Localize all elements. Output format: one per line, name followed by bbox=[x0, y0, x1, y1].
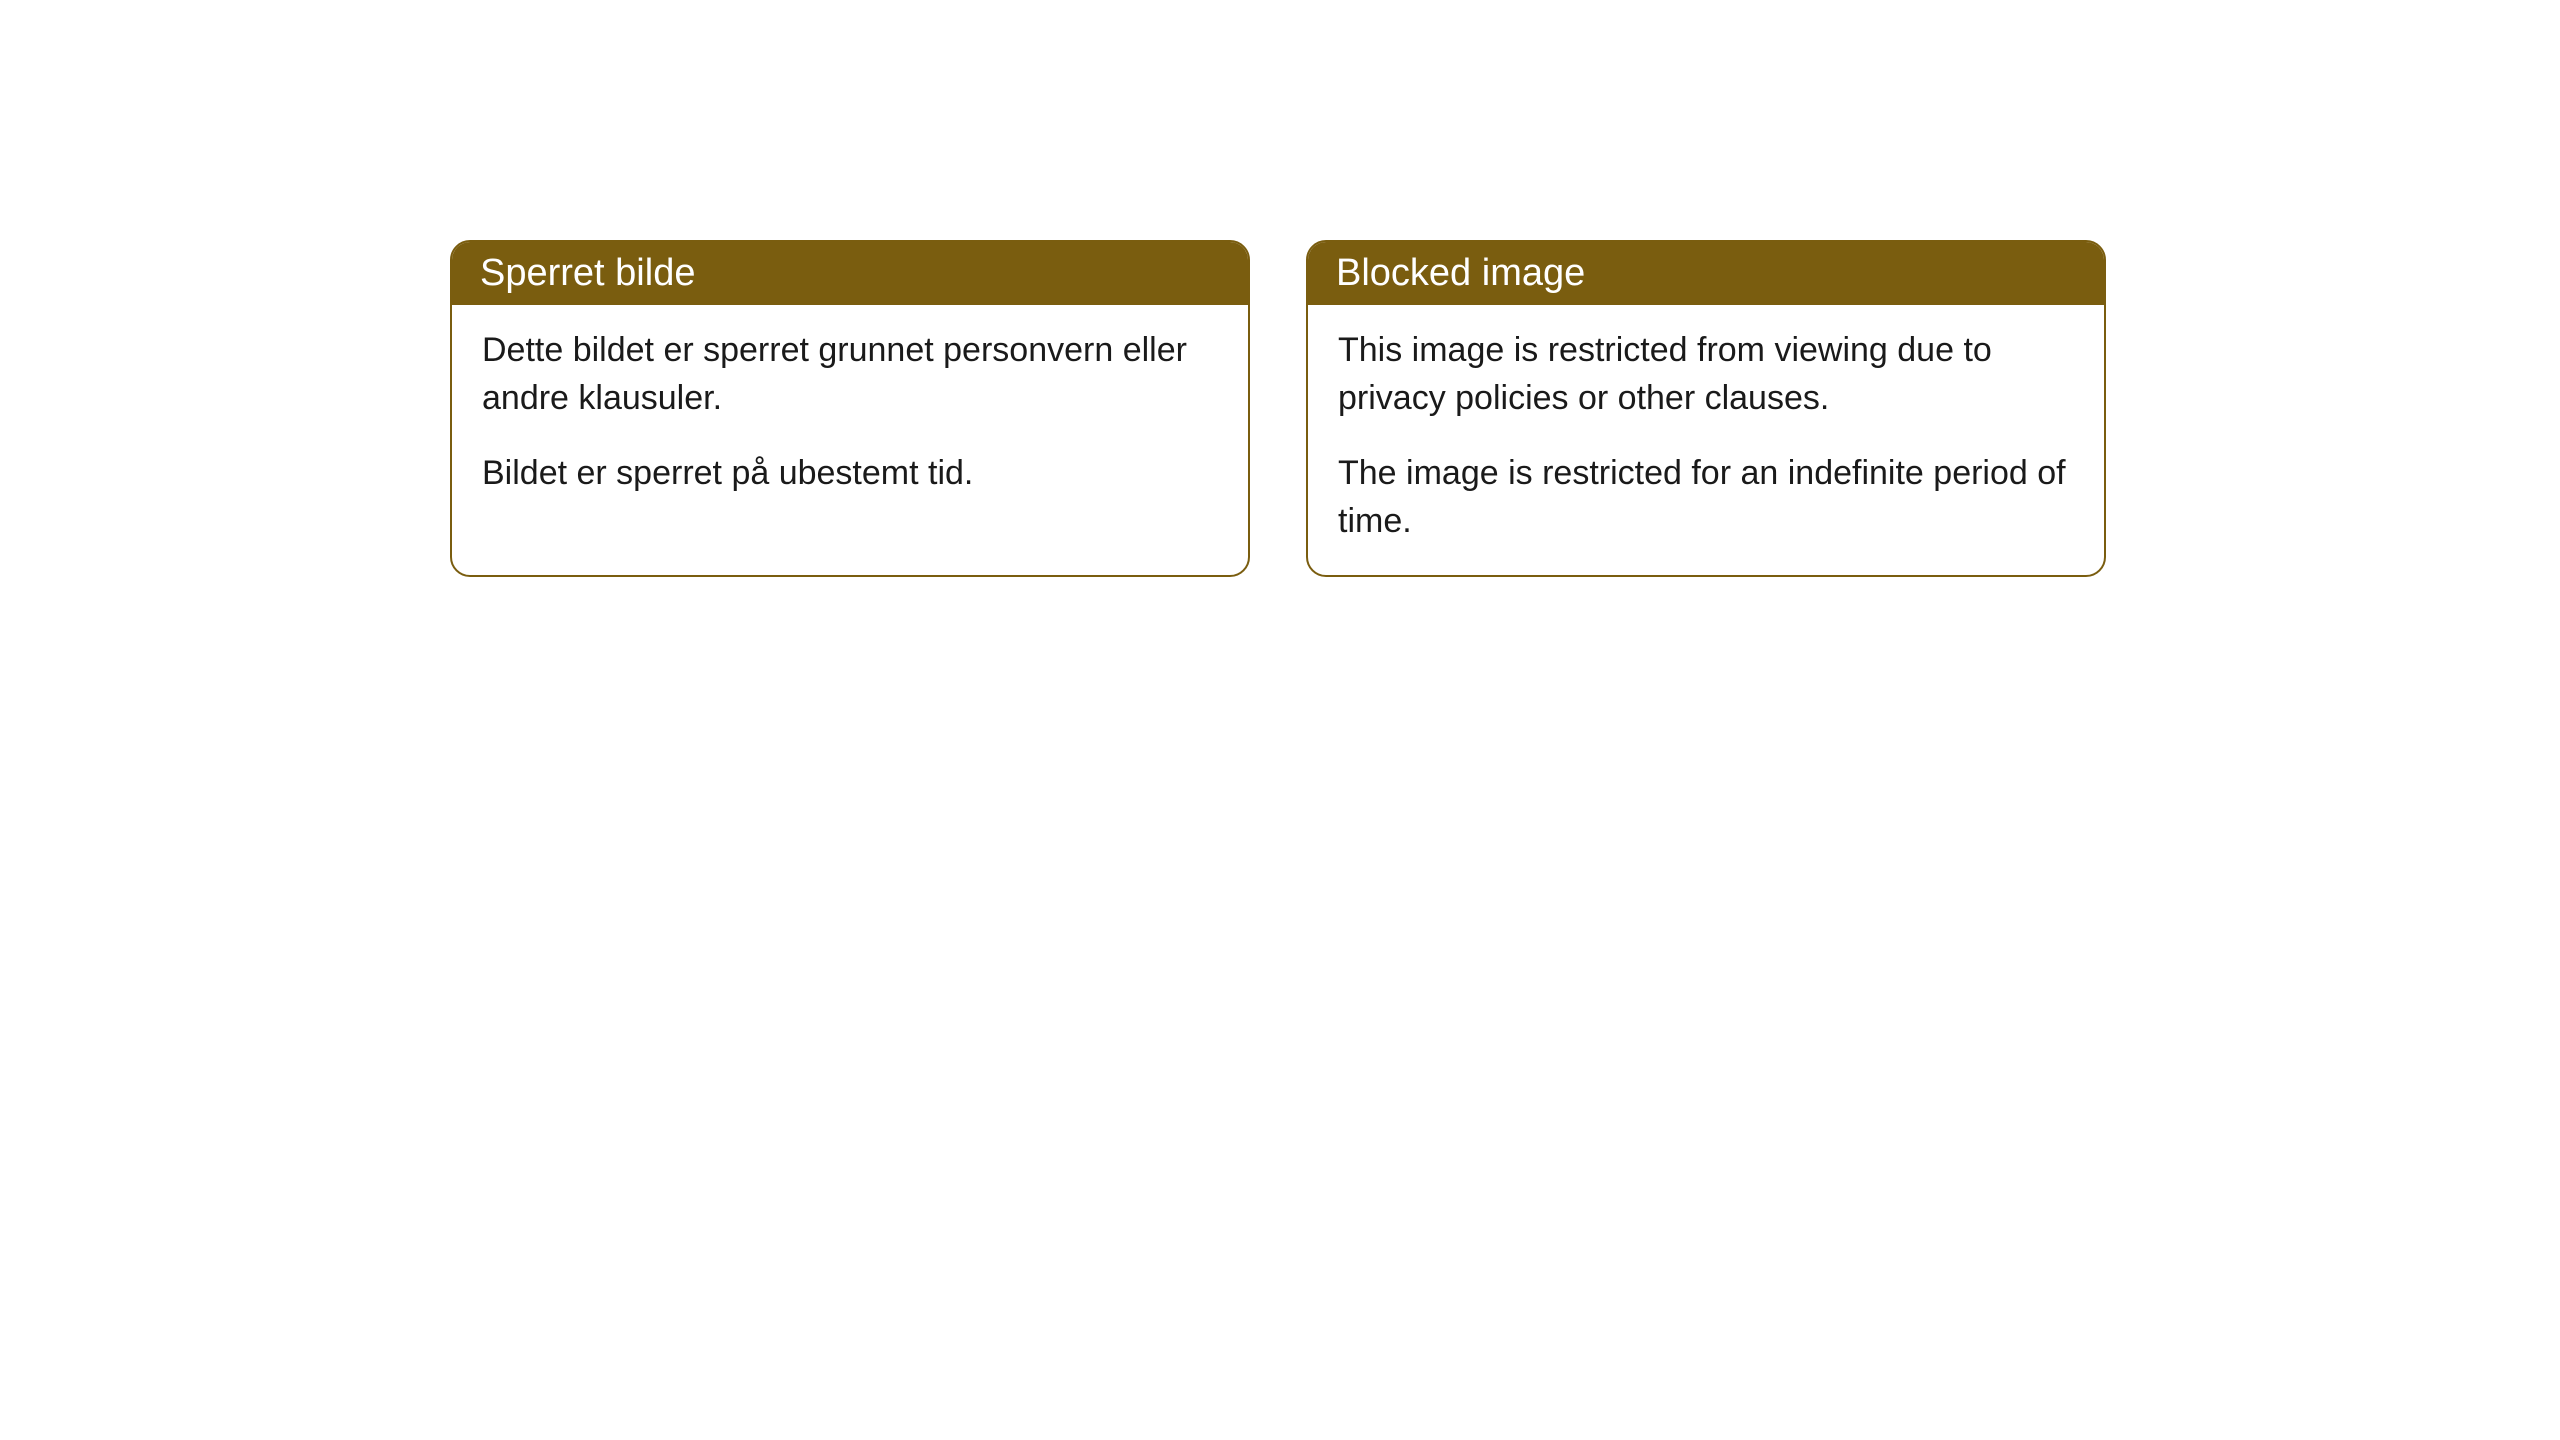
card-body-norwegian: Dette bildet er sperret grunnet personve… bbox=[452, 305, 1248, 528]
card-header-english: Blocked image bbox=[1308, 242, 2104, 305]
card-norwegian: Sperret bilde Dette bildet er sperret gr… bbox=[450, 240, 1250, 577]
card-header-norwegian: Sperret bilde bbox=[452, 242, 1248, 305]
card-paragraph-norwegian-1: Dette bildet er sperret grunnet personve… bbox=[482, 327, 1218, 422]
card-title-english: Blocked image bbox=[1336, 252, 1585, 294]
card-body-english: This image is restricted from viewing du… bbox=[1308, 305, 2104, 575]
card-title-norwegian: Sperret bilde bbox=[480, 252, 695, 294]
card-paragraph-english-2: The image is restricted for an indefinit… bbox=[1338, 450, 2074, 545]
card-english: Blocked image This image is restricted f… bbox=[1306, 240, 2106, 577]
card-paragraph-norwegian-2: Bildet er sperret på ubestemt tid. bbox=[482, 450, 1218, 498]
card-paragraph-english-1: This image is restricted from viewing du… bbox=[1338, 327, 2074, 422]
cards-container: Sperret bilde Dette bildet er sperret gr… bbox=[450, 240, 2560, 577]
